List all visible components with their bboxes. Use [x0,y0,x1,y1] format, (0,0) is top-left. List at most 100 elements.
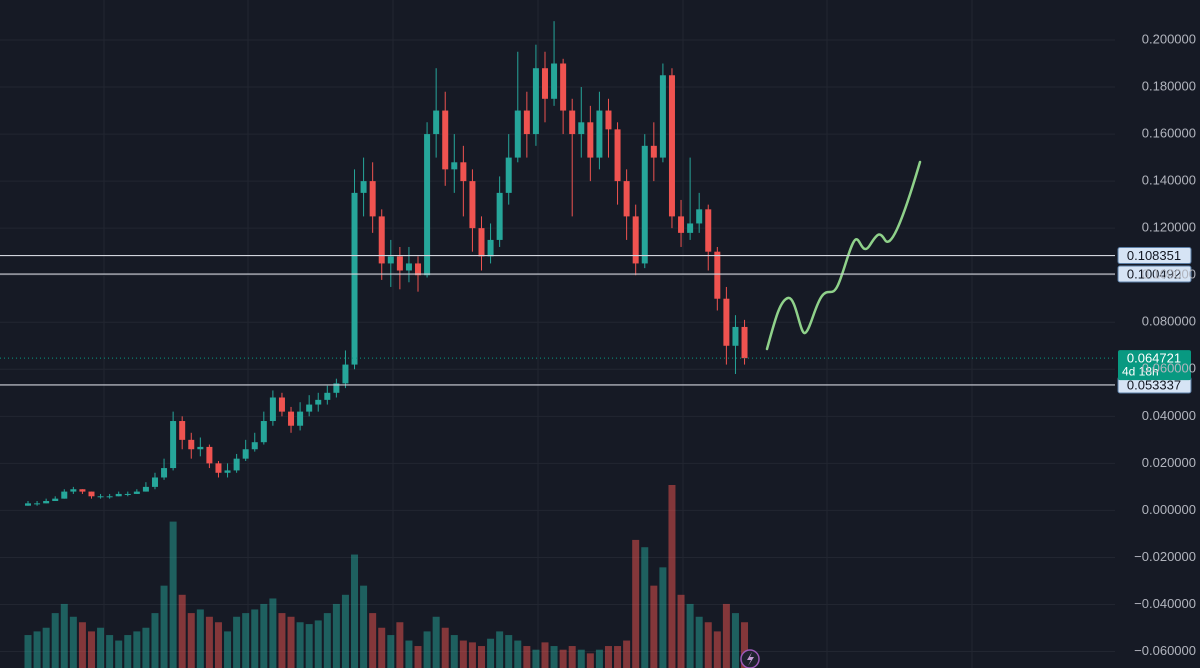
volume-bar [378,627,386,668]
candle-body [52,498,59,501]
candle-body [596,110,603,158]
volume-bar [296,622,304,668]
volume-bar [496,631,504,668]
candle-body [514,110,521,158]
volume-bar [341,594,349,668]
projection-sketch [765,160,922,351]
y-tick-label: 0.060000 [1142,361,1196,376]
y-tick-label: 0.180000 [1142,78,1196,93]
volume-bar [559,649,567,668]
y-tick-label: 0.200000 [1142,31,1196,46]
y-tick-label: 0.080000 [1142,314,1196,329]
candle-body [614,129,621,182]
candle-body [79,489,86,492]
candle-body [551,63,558,99]
candle-body [197,446,204,450]
volume-bar [33,631,41,668]
candle-body [188,439,195,450]
candle-body [687,223,694,233]
volume-bar [695,616,703,668]
volume-bar [659,567,667,668]
volume-bar [505,635,513,668]
volume-bar [468,642,476,668]
volume-bar [441,627,449,668]
candle-body [569,110,576,135]
candle-body [324,392,331,400]
candle-body [668,75,675,217]
candle-body [315,399,322,405]
volume-bar [323,613,331,668]
volume-bar [305,624,313,668]
candle-body [306,404,313,412]
candle-body [297,411,304,426]
candle-body [632,216,639,264]
volume-bar [205,616,213,668]
volume-bar [60,603,68,668]
candle-body [278,397,285,412]
candle-body [560,63,567,111]
volume-bar [69,616,77,668]
y-tick-label: −0.020000 [1134,549,1196,564]
candle-body [43,501,50,504]
candle-body [161,468,168,478]
candle-body [460,162,467,182]
y-tick-label: 0.160000 [1142,126,1196,141]
candle-body [659,75,666,158]
candle-body [705,209,712,252]
candle-body [424,134,431,276]
y-tick-label: 0.020000 [1142,455,1196,470]
volume-bar [677,594,685,668]
volume-bar [577,649,585,668]
price-line-label: 0.100492 [1127,266,1181,281]
candle-body [650,145,657,158]
last-price-label: 0.064721 [1127,351,1181,366]
y-tick-label: 0.140000 [1142,173,1196,188]
volume-bar [351,554,359,668]
y-tick-label: 0.120000 [1142,220,1196,235]
candle-body [25,503,31,506]
volume-bar [586,653,594,668]
volume-bar [78,622,86,668]
volume-bar [722,603,730,668]
volume-bar [360,585,368,668]
volume-bar [133,631,141,668]
candle-body [133,491,140,494]
volume-bar [523,646,531,668]
volume-bar [242,613,250,668]
volume-bar [332,603,340,668]
y-tick-label: 0.100000 [1142,267,1196,282]
candle-body [360,181,367,193]
volume-bar [686,603,694,668]
candle-body [124,493,131,495]
candle-body [170,421,177,469]
volume-bar [151,613,159,668]
volume-bar [568,646,576,668]
icon-bolt [747,652,754,666]
candle-body [142,486,149,492]
candle-body [696,209,703,224]
volume-bar [550,646,558,668]
candle-body [97,496,104,498]
price-grid [0,39,1115,653]
candle-body [88,491,95,497]
candle-body [260,421,267,443]
volume-bar [405,640,413,668]
candle-body [469,181,476,229]
y-tick-label: 0.040000 [1142,408,1196,423]
volume-bar [432,616,440,668]
volume-bar [251,609,259,668]
candle-body [206,446,213,464]
volume-bar [387,635,395,668]
candle-body [342,364,349,384]
volume-bar [97,627,105,668]
volume-bar [124,635,132,668]
candle-body [678,216,685,233]
candle-body [496,192,503,240]
volume-bar [604,646,612,668]
volume-bar [414,646,422,668]
candle-body [433,110,440,135]
volume-bar [478,646,485,668]
candle-body [623,181,630,217]
